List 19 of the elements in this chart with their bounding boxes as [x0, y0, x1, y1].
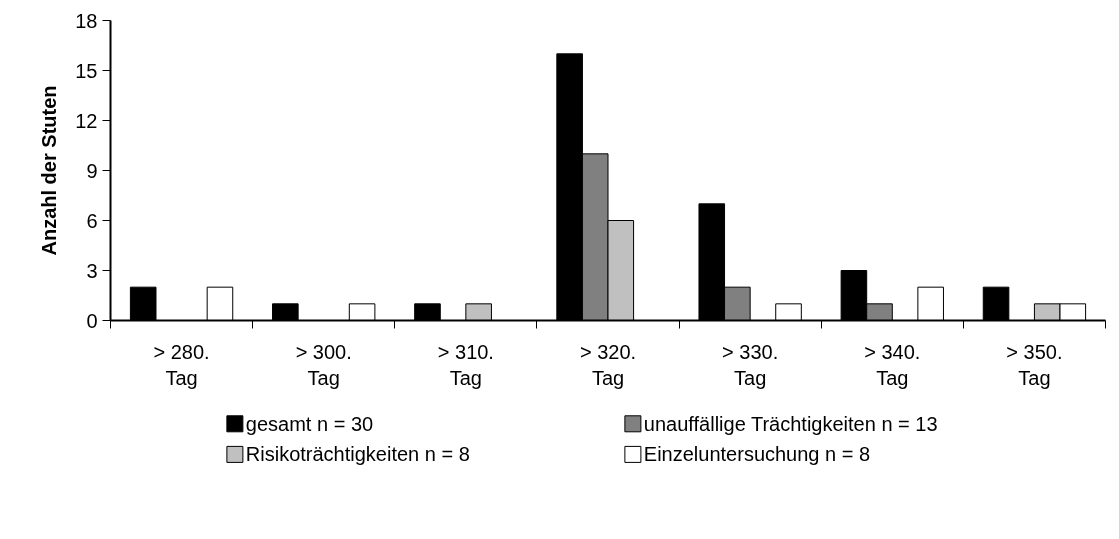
x-tick-label: > 310. Tag — [437, 340, 494, 389]
y-tick-label: 12 — [75, 109, 98, 132]
x-tick-label: > 330. Tag — [722, 340, 779, 389]
y-tick-label: 18 — [75, 9, 98, 32]
y-tick-label: 6 — [86, 209, 98, 232]
x-tick-label: > 280. Tag — [153, 340, 210, 389]
y-axis-title: Anzahl der Stuten — [38, 85, 61, 256]
y-tick-label: 9 — [86, 159, 98, 182]
legend-label: Risikoträchtigkeiten n = 8 — [245, 443, 470, 466]
legend-label: unauffällige Trächtigkeiten n = 13 — [643, 412, 938, 435]
legend-label: Einzeluntersuchung n = 8 — [643, 443, 871, 466]
y-tick-label: 3 — [86, 259, 98, 282]
legend-label: gesamt n = 30 — [245, 412, 374, 435]
y-tick-label: 15 — [75, 59, 98, 82]
y-tick-label: 0 — [86, 309, 98, 332]
x-tick-label: > 300. Tag — [295, 340, 352, 389]
x-tick-label: > 350. Tag — [1006, 340, 1063, 389]
x-tick-label: > 320. Tag — [579, 340, 637, 389]
x-tick-label: > 340. Tag — [864, 340, 921, 389]
